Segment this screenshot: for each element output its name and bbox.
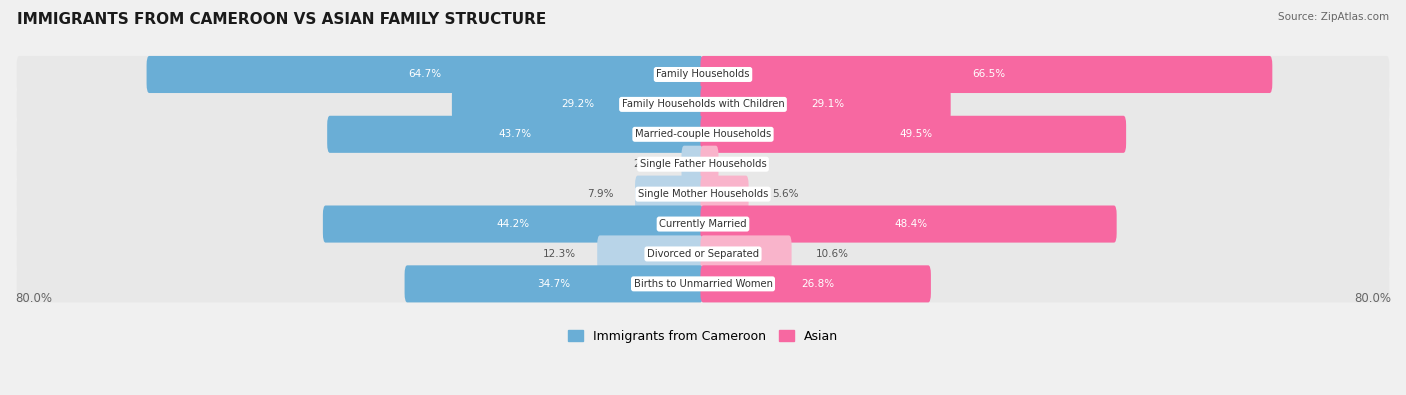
Text: 29.2%: 29.2% (561, 100, 593, 109)
FancyBboxPatch shape (17, 205, 1389, 243)
FancyBboxPatch shape (700, 146, 718, 183)
Text: 80.0%: 80.0% (15, 292, 52, 305)
FancyBboxPatch shape (682, 146, 703, 183)
FancyBboxPatch shape (700, 265, 931, 303)
Text: Family Households: Family Households (657, 70, 749, 79)
FancyBboxPatch shape (17, 235, 1389, 273)
FancyBboxPatch shape (700, 56, 1272, 93)
FancyBboxPatch shape (405, 265, 703, 303)
Legend: Immigrants from Cameroon, Asian: Immigrants from Cameroon, Asian (564, 325, 842, 348)
Text: Family Households with Children: Family Households with Children (621, 100, 785, 109)
FancyBboxPatch shape (17, 86, 1389, 123)
Text: 34.7%: 34.7% (537, 279, 571, 289)
Text: 48.4%: 48.4% (894, 219, 928, 229)
Text: 29.1%: 29.1% (811, 100, 845, 109)
Text: Births to Unmarried Women: Births to Unmarried Women (634, 279, 772, 289)
Text: IMMIGRANTS FROM CAMEROON VS ASIAN FAMILY STRUCTURE: IMMIGRANTS FROM CAMEROON VS ASIAN FAMILY… (17, 12, 546, 27)
FancyBboxPatch shape (17, 116, 1389, 153)
Text: 44.2%: 44.2% (496, 219, 530, 229)
Text: 12.3%: 12.3% (543, 249, 575, 259)
FancyBboxPatch shape (700, 116, 1126, 153)
Text: 10.6%: 10.6% (815, 249, 849, 259)
FancyBboxPatch shape (17, 146, 1389, 183)
Text: Source: ZipAtlas.com: Source: ZipAtlas.com (1278, 12, 1389, 22)
FancyBboxPatch shape (17, 56, 1389, 93)
Text: Single Father Households: Single Father Households (640, 159, 766, 169)
Text: 49.5%: 49.5% (900, 129, 932, 139)
FancyBboxPatch shape (598, 235, 703, 273)
Text: Divorced or Separated: Divorced or Separated (647, 249, 759, 259)
FancyBboxPatch shape (17, 265, 1389, 303)
Text: 64.7%: 64.7% (408, 70, 441, 79)
Text: 2.1%: 2.1% (742, 159, 769, 169)
Text: 26.8%: 26.8% (801, 279, 835, 289)
FancyBboxPatch shape (17, 176, 1389, 213)
Text: Married-couple Households: Married-couple Households (636, 129, 770, 139)
FancyBboxPatch shape (328, 116, 703, 153)
Text: Currently Married: Currently Married (659, 219, 747, 229)
FancyBboxPatch shape (146, 56, 703, 93)
FancyBboxPatch shape (700, 235, 792, 273)
Text: 66.5%: 66.5% (973, 70, 1005, 79)
Text: 5.6%: 5.6% (773, 189, 799, 199)
FancyBboxPatch shape (700, 176, 748, 213)
Text: 43.7%: 43.7% (499, 129, 531, 139)
Text: 2.5%: 2.5% (634, 159, 659, 169)
FancyBboxPatch shape (636, 176, 703, 213)
Text: 80.0%: 80.0% (1354, 292, 1391, 305)
FancyBboxPatch shape (700, 86, 950, 123)
FancyBboxPatch shape (451, 86, 703, 123)
FancyBboxPatch shape (700, 205, 1116, 243)
Text: Single Mother Households: Single Mother Households (638, 189, 768, 199)
FancyBboxPatch shape (323, 205, 703, 243)
Text: 7.9%: 7.9% (588, 189, 613, 199)
